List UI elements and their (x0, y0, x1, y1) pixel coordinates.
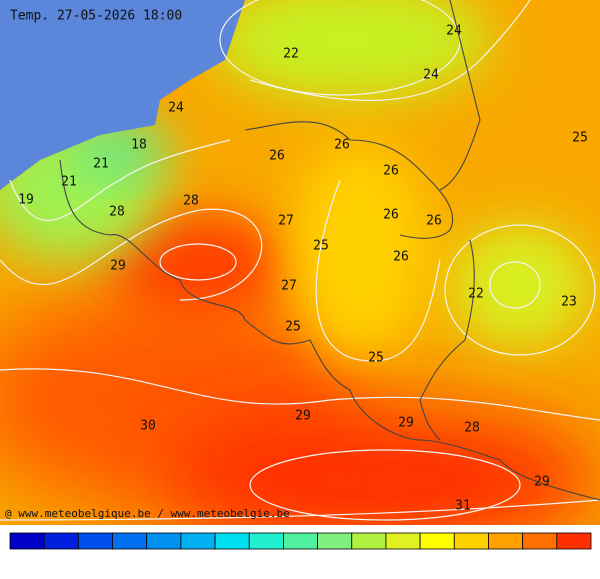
scale-cell (43, 532, 79, 550)
scale-cell (419, 532, 455, 550)
temperature-label: 24 (446, 24, 462, 39)
scale-cell (317, 532, 353, 550)
temperature-label: 29 (110, 259, 126, 274)
temperature-label: 24 (423, 68, 439, 83)
color-scale (9, 532, 592, 550)
scale-cell (214, 532, 250, 550)
scale-cell (77, 532, 113, 550)
scale-cell (112, 532, 148, 550)
temperature-label: 21 (93, 157, 109, 172)
temperature-label: 25 (572, 131, 588, 146)
temperature-label: 27 (281, 279, 297, 294)
isotherm-labels: 24 22 24 24 25 18 26 26 21 26 21 19 28 28 26 26 27 25 26 29… (18, 24, 588, 514)
temperature-label: 28 (109, 205, 125, 220)
temperature-label: 24 (168, 101, 184, 116)
temperature-label: 25 (313, 239, 329, 254)
temperature-label: 31 (455, 499, 471, 514)
temperature-label: 18 (131, 138, 147, 153)
temperature-label: 29 (534, 475, 550, 490)
temperature-label: 25 (368, 351, 384, 366)
temperature-label: 26 (383, 164, 399, 179)
temperature-label: 29 (398, 416, 414, 431)
scale-cell (283, 532, 318, 550)
scale-cell (180, 532, 216, 550)
temperature-label: 22 (283, 47, 299, 62)
temperature-label: 26 (426, 214, 442, 229)
temperature-field (0, 0, 600, 525)
temperature-label: 26 (383, 208, 399, 223)
temperature-label: 28 (464, 421, 480, 436)
temperature-label: 26 (334, 138, 350, 153)
scale-cell (385, 532, 421, 550)
scale-cell (248, 532, 284, 550)
temperature-label: 29 (295, 409, 311, 424)
credit: @ www.meteobelgique.be / www.meteobelgie… (5, 507, 290, 520)
temperature-label: 30 (140, 419, 156, 434)
temperature-label: 28 (183, 194, 199, 209)
scale-cell (146, 532, 182, 550)
scale-cell (522, 532, 558, 550)
scale-cell (556, 532, 592, 550)
map-title: Temp. 27-05-2026 18:00 (10, 9, 182, 24)
scale-cell (351, 532, 387, 550)
temperature-label: 26 (393, 250, 409, 265)
scale-cell (453, 532, 489, 550)
scale-cell (9, 532, 45, 550)
temperature-label: 26 (269, 149, 285, 164)
temperature-label: 19 (18, 193, 34, 208)
temperature-label: 22 (468, 287, 484, 302)
temperature-label: 23 (561, 295, 577, 310)
temperature-label: 21 (61, 175, 77, 190)
temperature-label: 25 (285, 320, 301, 335)
temperature-label: 27 (278, 214, 294, 229)
scale-cell (488, 532, 524, 550)
